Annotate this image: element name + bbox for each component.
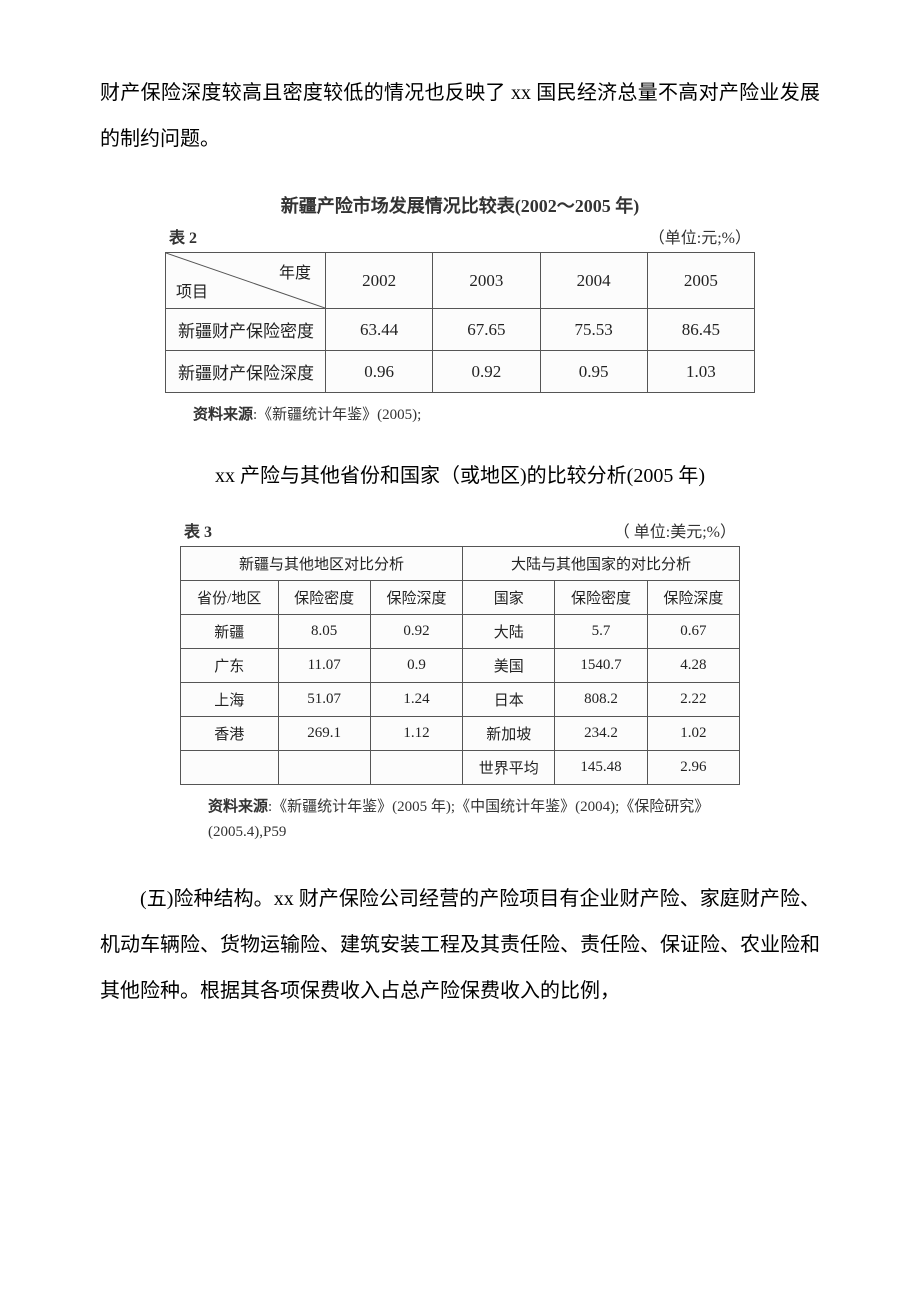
table3-group-left: 新疆与其他地区对比分析 [181, 546, 463, 580]
t3-r3-c5: 1.02 [647, 716, 739, 750]
table2-source: 资料来源:《新疆统计年鉴》(2005); [165, 403, 755, 429]
t3-r4-c5: 2.96 [647, 750, 739, 784]
table-row: 新疆 8.05 0.92 大陆 5.7 0.67 [181, 614, 740, 648]
t3-r1-c4: 1540.7 [555, 648, 647, 682]
t3-r2-c2: 1.24 [370, 682, 462, 716]
table2-r1-v3: 1.03 [647, 351, 754, 393]
table2-year-2: 2004 [540, 253, 647, 309]
t3-r3-c1: 269.1 [278, 716, 370, 750]
t3-r0-c2: 0.92 [370, 614, 462, 648]
table2-r0-v0: 63.44 [326, 309, 433, 351]
table2-r0-name: 新疆财产保险密度 [166, 309, 326, 351]
table3-unit: （ 单位:美元;%） [614, 518, 736, 542]
table2-source-label: 资料来源 [193, 407, 253, 423]
t3-r2-c5: 2.22 [647, 682, 739, 716]
table2-title: 新疆产险市场发展情况比较表(2002～2005 年) [165, 192, 755, 218]
table3-block: 表 3 （ 单位:美元;%） 新疆与其他地区对比分析 大陆与其他国家的对比分析 … [180, 518, 740, 846]
table-row: 新疆与其他地区对比分析 大陆与其他国家的对比分析 [181, 546, 740, 580]
t3-r1-c2: 0.9 [370, 648, 462, 682]
t3-r0-c1: 8.05 [278, 614, 370, 648]
t3-r4-c3: 世界平均 [463, 750, 555, 784]
table-row: 年度 项目 2002 2003 2004 2005 [166, 253, 755, 309]
paragraph-bottom: (五)险种结构。xx 财产保险公司经营的产险项目有企业财产险、家庭财产险、机动车… [100, 876, 820, 1014]
table2-r0-v2: 75.53 [540, 309, 647, 351]
t3-r4-c0 [181, 750, 279, 784]
paragraph-top: 财产保险深度较高且密度较低的情况也反映了 xx 国民经济总量不高对产险业发展的制… [100, 70, 820, 162]
table2-year-3: 2005 [647, 253, 754, 309]
table2: 年度 项目 2002 2003 2004 2005 新疆财产保险密度 63.44… [165, 252, 755, 393]
table3-label: 表 3 [184, 518, 212, 542]
table2-header-row: 表 2 （单位:元;%） [165, 224, 755, 248]
table2-label: 表 2 [169, 224, 197, 248]
table2-diag-bottom: 项目 [176, 278, 208, 302]
table2-unit: （单位:元;%） [649, 224, 751, 248]
table3-source-label: 资料来源 [208, 799, 268, 815]
table2-r1-v0: 0.96 [326, 351, 433, 393]
t3-r4-c2 [370, 750, 462, 784]
t3-r1-c1: 11.07 [278, 648, 370, 682]
table-row: 上海 51.07 1.24 日本 808.2 2.22 [181, 682, 740, 716]
t3-r0-c5: 0.67 [647, 614, 739, 648]
t3-r2-c0: 上海 [181, 682, 279, 716]
table3-source-text: :《新疆统计年鉴》(2005 年);《中国统计年鉴》(2004);《保险研究》(… [208, 799, 709, 841]
t3-r0-c3: 大陆 [463, 614, 555, 648]
table2-r1-v1: 0.92 [433, 351, 540, 393]
table3-sh-l2: 保险深度 [370, 580, 462, 614]
table3-sh-l1: 保险密度 [278, 580, 370, 614]
table2-year-1: 2003 [433, 253, 540, 309]
t3-r1-c3: 美国 [463, 648, 555, 682]
table3-sh-r2: 保险深度 [647, 580, 739, 614]
table2-diag-cell: 年度 项目 [166, 253, 326, 309]
table2-r1-v2: 0.95 [540, 351, 647, 393]
t3-r2-c4: 808.2 [555, 682, 647, 716]
table3-source: 资料来源:《新疆统计年鉴》(2005 年);《中国统计年鉴》(2004);《保险… [180, 795, 740, 846]
t3-r2-c1: 51.07 [278, 682, 370, 716]
table2-block: 新疆产险市场发展情况比较表(2002～2005 年) 表 2 （单位:元;%） … [165, 192, 755, 429]
table-row: 省份/地区 保险密度 保险深度 国家 保险密度 保险深度 [181, 580, 740, 614]
table2-diag-top: 年度 [279, 259, 311, 283]
table2-r0-v1: 67.65 [433, 309, 540, 351]
table2-source-text: :《新疆统计年鉴》(2005); [253, 407, 421, 423]
t3-r3-c2: 1.12 [370, 716, 462, 750]
t3-r4-c1 [278, 750, 370, 784]
table2-year-0: 2002 [326, 253, 433, 309]
table3-header-row: 表 3 （ 单位:美元;%） [180, 518, 740, 542]
table2-r1-name: 新疆财产保险深度 [166, 351, 326, 393]
mid-title: xx 产险与其他省份和国家（或地区)的比较分析(2005 年) [100, 459, 820, 488]
table3-group-right: 大陆与其他国家的对比分析 [463, 546, 740, 580]
t3-r3-c4: 234.2 [555, 716, 647, 750]
table-row: 新疆财产保险密度 63.44 67.65 75.53 86.45 [166, 309, 755, 351]
t3-r0-c0: 新疆 [181, 614, 279, 648]
t3-r1-c0: 广东 [181, 648, 279, 682]
table3-sh-r0: 国家 [463, 580, 555, 614]
table-row: 香港 269.1 1.12 新加坡 234.2 1.02 [181, 716, 740, 750]
t3-r1-c5: 4.28 [647, 648, 739, 682]
table-row: 世界平均 145.48 2.96 [181, 750, 740, 784]
t3-r0-c4: 5.7 [555, 614, 647, 648]
t3-r4-c4: 145.48 [555, 750, 647, 784]
table-row: 新疆财产保险深度 0.96 0.92 0.95 1.03 [166, 351, 755, 393]
table-row: 广东 11.07 0.9 美国 1540.7 4.28 [181, 648, 740, 682]
t3-r3-c3: 新加坡 [463, 716, 555, 750]
table3-sh-r1: 保险密度 [555, 580, 647, 614]
table3: 新疆与其他地区对比分析 大陆与其他国家的对比分析 省份/地区 保险密度 保险深度… [180, 546, 740, 785]
table2-r0-v3: 86.45 [647, 309, 754, 351]
t3-r2-c3: 日本 [463, 682, 555, 716]
table3-sh-l0: 省份/地区 [181, 580, 279, 614]
t3-r3-c0: 香港 [181, 716, 279, 750]
